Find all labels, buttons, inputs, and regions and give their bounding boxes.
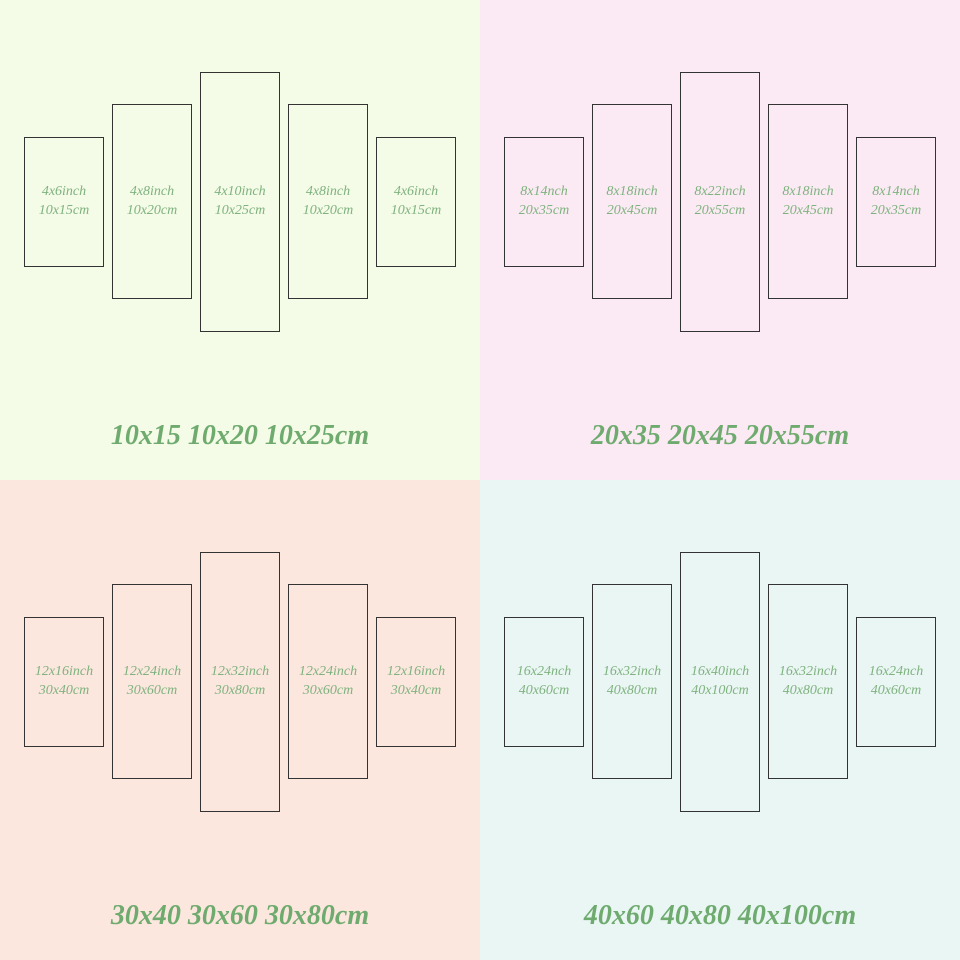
- quadrant-caption: 20x35 20x45 20x55cm: [480, 420, 960, 452]
- panel-inch: 4x6inch: [42, 183, 86, 202]
- panel-cm: 30x60cm: [303, 682, 354, 701]
- panel-cm: 30x80cm: [215, 682, 266, 701]
- panel-cm: 30x40cm: [391, 682, 442, 701]
- quadrant-3: 12x16inch 30x40cm 12x24inch 30x60cm 12x3…: [0, 480, 480, 960]
- panel-inch: 12x24inch: [299, 663, 357, 682]
- panel-cm: 40x80cm: [783, 682, 834, 701]
- panel-inch: 16x40inch: [691, 663, 749, 682]
- panel-inch: 4x8inch: [306, 183, 350, 202]
- panel-inch: 16x24nch: [517, 663, 571, 682]
- panel-inch: 12x24inch: [123, 663, 181, 682]
- panel: 8x14nch 20x35cm: [856, 137, 936, 267]
- panel: 8x18inch 20x45cm: [592, 104, 672, 299]
- panel-cm: 40x60cm: [871, 682, 922, 701]
- quadrant-caption: 30x40 30x60 30x80cm: [0, 900, 480, 932]
- panel-inch: 8x14nch: [872, 183, 919, 202]
- panel-cm: 30x40cm: [39, 682, 90, 701]
- panel-cm: 10x15cm: [391, 202, 442, 221]
- panel-cm: 20x35cm: [519, 202, 570, 221]
- panel: 12x16inch 30x40cm: [24, 617, 104, 747]
- panel-inch: 8x22inch: [694, 183, 745, 202]
- panel-cm: 10x20cm: [303, 202, 354, 221]
- panel-cm: 20x35cm: [871, 202, 922, 221]
- panel: 16x32inch 40x80cm: [592, 584, 672, 779]
- panel-cm: 40x60cm: [519, 682, 570, 701]
- panel-inch: 8x18inch: [606, 183, 657, 202]
- size-chart-grid: 4x6inch 10x15cm 4x8inch 10x20cm 4x10inch…: [0, 0, 960, 960]
- panel: 16x32inch 40x80cm: [768, 584, 848, 779]
- panel-cm: 40x100cm: [691, 682, 749, 701]
- panel-cm: 40x80cm: [607, 682, 658, 701]
- panel-inch: 8x14nch: [520, 183, 567, 202]
- panel-row: 8x14nch 20x35cm 8x18inch 20x45cm 8x22inc…: [504, 72, 936, 332]
- panel-cm: 20x55cm: [695, 202, 746, 221]
- panel: 4x6inch 10x15cm: [24, 137, 104, 267]
- panel-row: 16x24nch 40x60cm 16x32inch 40x80cm 16x40…: [504, 552, 936, 812]
- panel-inch: 16x24nch: [869, 663, 923, 682]
- panel-inch: 12x32inch: [211, 663, 269, 682]
- quadrant-1: 4x6inch 10x15cm 4x8inch 10x20cm 4x10inch…: [0, 0, 480, 480]
- panel: 12x32inch 30x80cm: [200, 552, 280, 812]
- panel-cm: 30x60cm: [127, 682, 178, 701]
- panel-cm: 20x45cm: [783, 202, 834, 221]
- panel: 16x40inch 40x100cm: [680, 552, 760, 812]
- panel: 16x24nch 40x60cm: [504, 617, 584, 747]
- panel-row: 4x6inch 10x15cm 4x8inch 10x20cm 4x10inch…: [24, 72, 456, 332]
- quadrant-caption: 40x60 40x80 40x100cm: [480, 900, 960, 932]
- panel: 12x16inch 30x40cm: [376, 617, 456, 747]
- panel: 12x24inch 30x60cm: [288, 584, 368, 779]
- panel: 4x8inch 10x20cm: [112, 104, 192, 299]
- panel-cm: 20x45cm: [607, 202, 658, 221]
- panel-inch: 16x32inch: [603, 663, 661, 682]
- panel: 8x22inch 20x55cm: [680, 72, 760, 332]
- panel: 8x18inch 20x45cm: [768, 104, 848, 299]
- panel-inch: 8x18inch: [782, 183, 833, 202]
- panel: 8x14nch 20x35cm: [504, 137, 584, 267]
- panel-inch: 12x16inch: [387, 663, 445, 682]
- panel-cm: 10x15cm: [39, 202, 90, 221]
- panel-cm: 10x25cm: [215, 202, 266, 221]
- panel: 4x10inch 10x25cm: [200, 72, 280, 332]
- panel: 4x6inch 10x15cm: [376, 137, 456, 267]
- panel-inch: 4x10inch: [214, 183, 265, 202]
- panel-row: 12x16inch 30x40cm 12x24inch 30x60cm 12x3…: [24, 552, 456, 812]
- panel-inch: 12x16inch: [35, 663, 93, 682]
- panel-inch: 4x6inch: [394, 183, 438, 202]
- panel-cm: 10x20cm: [127, 202, 178, 221]
- panel: 4x8inch 10x20cm: [288, 104, 368, 299]
- panel: 16x24nch 40x60cm: [856, 617, 936, 747]
- panel: 12x24inch 30x60cm: [112, 584, 192, 779]
- quadrant-2: 8x14nch 20x35cm 8x18inch 20x45cm 8x22inc…: [480, 0, 960, 480]
- panel-inch: 16x32inch: [779, 663, 837, 682]
- quadrant-4: 16x24nch 40x60cm 16x32inch 40x80cm 16x40…: [480, 480, 960, 960]
- panel-inch: 4x8inch: [130, 183, 174, 202]
- quadrant-caption: 10x15 10x20 10x25cm: [0, 420, 480, 452]
